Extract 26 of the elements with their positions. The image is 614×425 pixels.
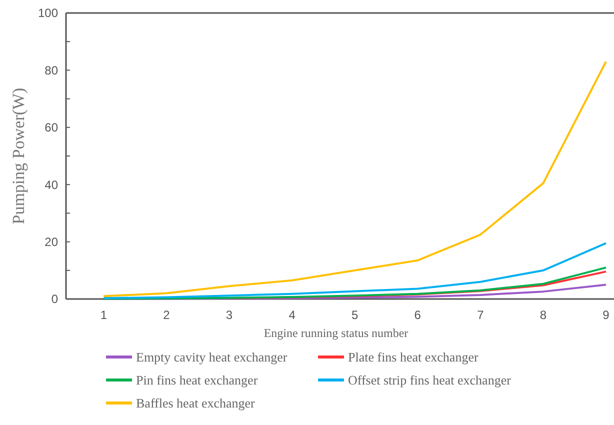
line-series (102, 242, 607, 300)
y-axis-title: Pumping Power(W) (9, 88, 28, 224)
y-tick-label: 60 (44, 120, 58, 135)
x-tick-label: 9 (602, 308, 610, 322)
legend-label: Empty cavity heat exchanger (136, 350, 288, 365)
legend-label: Baffles heat exchanger (136, 396, 256, 411)
x-tick-label: 6 (414, 308, 422, 322)
line-series (102, 60, 607, 298)
legend-label: Plate fins heat exchanger (348, 350, 479, 365)
x-axis-title: Engine running status number (264, 326, 408, 340)
legend-label: Offset strip fins heat exchanger (348, 372, 512, 388)
y-tick-label: 80 (44, 63, 58, 78)
legend-label: Pin fins heat exchanger (136, 372, 258, 388)
y-tick-label: 40 (44, 178, 58, 192)
y-tick-label: 100 (38, 6, 58, 20)
y-tick-label: 20 (44, 235, 58, 249)
x-tick-label: 5 (351, 308, 358, 322)
y-tick-label: 0 (51, 292, 58, 306)
line-series (102, 284, 607, 300)
x-tick-label: 2 (163, 308, 170, 322)
x-tick-label: 7 (477, 308, 484, 322)
x-tick-label: 4 (288, 308, 296, 322)
x-tick-label: 8 (540, 308, 547, 322)
line-series (102, 266, 607, 300)
x-tick-label: 1 (100, 308, 108, 322)
x-tick-label: 3 (226, 308, 233, 322)
